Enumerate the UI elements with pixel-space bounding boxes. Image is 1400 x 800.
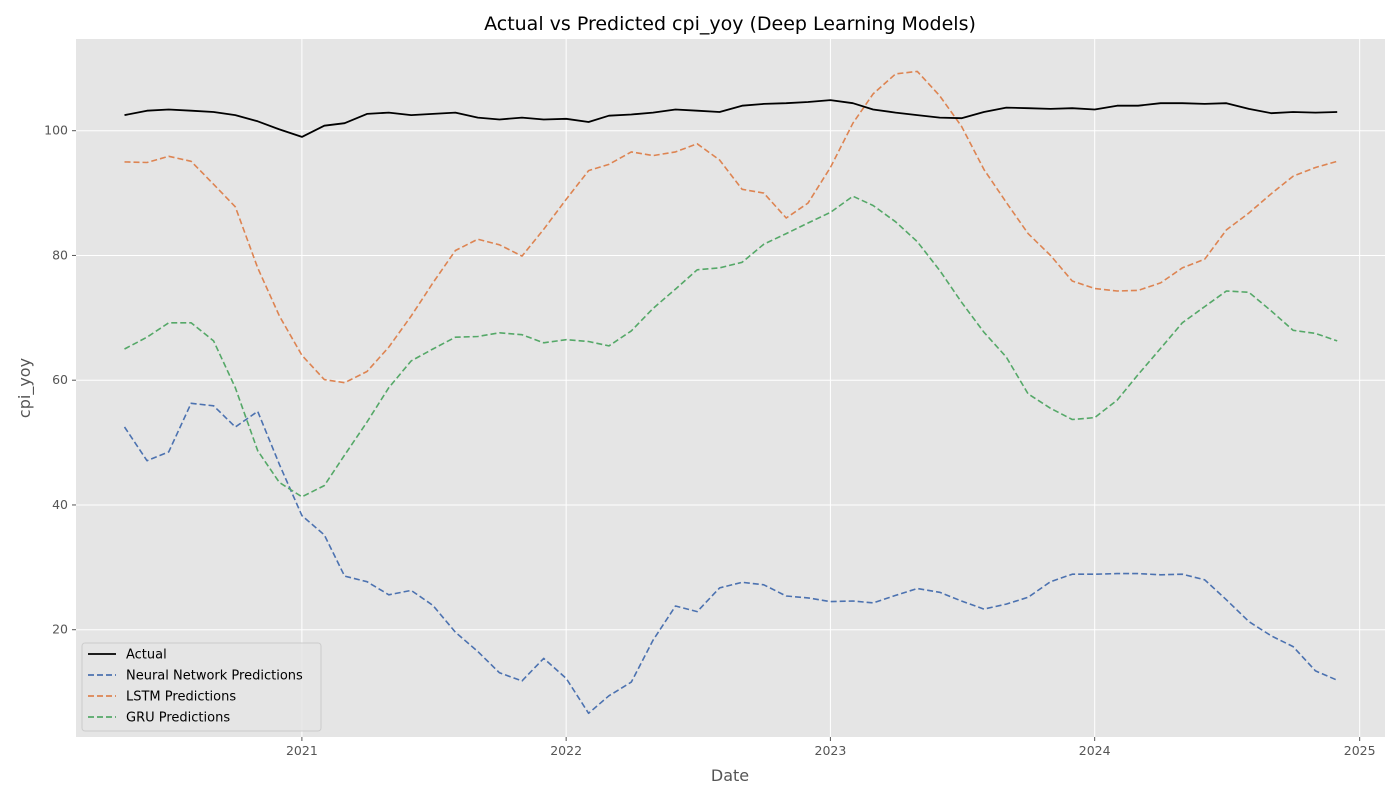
legend-box: [81, 642, 322, 732]
y-tick-label: 100: [44, 123, 68, 138]
y-tick-label: 40: [52, 497, 68, 512]
x-tick-label: 2025: [1344, 743, 1376, 758]
y-tick-label: 60: [52, 372, 68, 387]
series-line-lstm-predictions: [124, 70, 1338, 384]
x-tick-label: 2022: [550, 743, 582, 758]
legend-label: GRU Predictions: [126, 711, 230, 726]
y-tick-label: 80: [52, 247, 68, 262]
grid-lines: [76, 39, 1385, 737]
legend: Actual Neural Network Predictions LSTM Pre…: [81, 642, 322, 732]
series-lines: [123, 70, 1338, 715]
x-tick-label: 2023: [815, 743, 847, 758]
series-line-gru-predictions: [124, 195, 1338, 498]
series-line-neural-network-predictions: [123, 402, 1338, 715]
axis-ticks: 2021 2022 2023 2024 2025 20 40 60 80 100: [44, 123, 1375, 758]
x-tick-label: 2021: [286, 743, 318, 758]
legend-label: Neural Network Predictions: [126, 669, 303, 684]
x-axis-label: Date: [711, 766, 749, 785]
legend-label: Actual: [126, 648, 167, 663]
y-axis-label: cpi_yoy: [15, 358, 35, 418]
series-line-actual: [124, 99, 1338, 138]
legend-label: LSTM Predictions: [126, 690, 236, 705]
x-tick-label: 2024: [1079, 743, 1111, 758]
y-tick-label: 20: [52, 622, 68, 637]
plot-background: [76, 39, 1385, 737]
chart-title: Actual vs Predicted cpi_yoy (Deep Learni…: [484, 13, 976, 35]
